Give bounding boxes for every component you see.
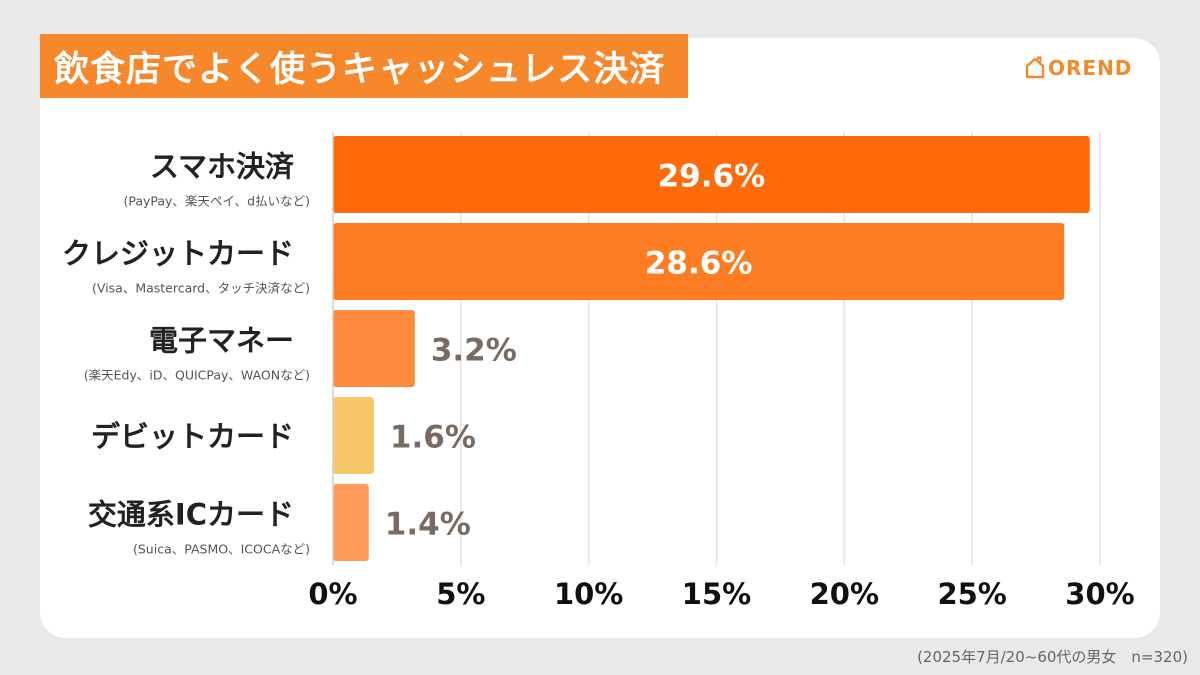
chart-title: 飲食店でよく使うキャッシュレス決済 — [40, 34, 688, 98]
bar — [333, 136, 1090, 213]
data-label: 1.4% — [385, 507, 471, 543]
survey-footnote: (2025年7月/20~60代の男女 n=320) — [917, 648, 1188, 666]
data-label: 29.6% — [658, 159, 766, 195]
x-tick-label: 5% — [436, 577, 485, 611]
category-label: デビットカード — [91, 420, 294, 454]
category-sublabel: (Visa、Mastercard、タッチ決済など) — [92, 281, 310, 296]
bar — [333, 397, 374, 474]
category-label: 電子マネー — [149, 324, 294, 358]
x-tick-label: 20% — [810, 577, 879, 611]
category-label: クレジットカード — [62, 237, 294, 271]
brand-name: OREND — [1048, 56, 1133, 80]
bar — [333, 223, 1065, 300]
category-label: スマホ決済 — [150, 150, 295, 184]
x-tick-label: 0% — [308, 577, 357, 611]
bar — [333, 484, 369, 561]
house-outline-icon — [1025, 56, 1045, 79]
x-tick-label: 15% — [682, 577, 751, 611]
x-tick-label: 25% — [937, 577, 1006, 611]
data-label: 28.6% — [645, 246, 753, 282]
brand-logo: OREND — [1024, 56, 1132, 80]
x-tick-label: 10% — [554, 577, 623, 611]
category-sublabel: (Suica、PASMO、ICOCAなど) — [133, 542, 310, 557]
data-label: 1.6% — [390, 420, 476, 456]
category-sublabel: (楽天Edy、iD、QUICPay、WAONなど) — [84, 368, 310, 383]
category-sublabel: (PayPay、楽天ペイ、d払いなど) — [123, 194, 310, 209]
x-tick-label: 30% — [1065, 577, 1134, 611]
bar — [333, 310, 415, 387]
category-label: 交通系ICカード — [88, 498, 294, 532]
data-label: 3.2% — [431, 333, 517, 369]
